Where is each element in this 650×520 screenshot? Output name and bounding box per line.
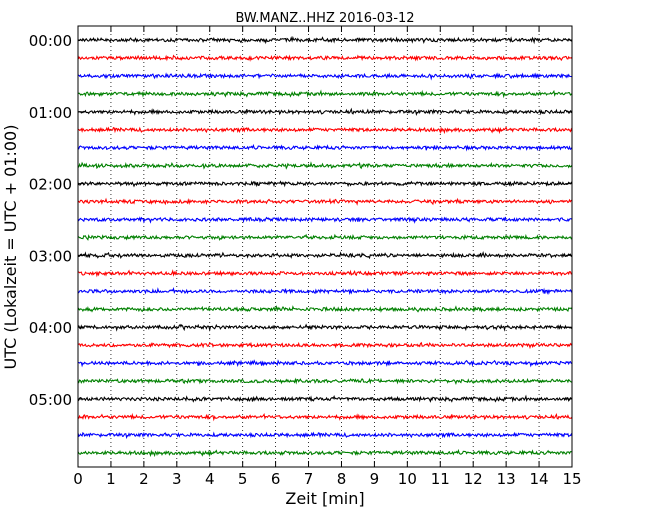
x-tick-labels: 0 1 2 3 4 5 6 7 8 9 10 11 12 13 14 15 [73, 470, 581, 488]
trace-0145 [77, 161, 573, 170]
x-tick-label: 8 [337, 470, 347, 488]
trace-0200 [77, 180, 573, 188]
x-tick-label: 7 [304, 470, 314, 488]
x-tick-label: 6 [271, 470, 281, 488]
trace-0430 [77, 359, 573, 368]
trace-0315 [77, 269, 573, 278]
traces [77, 35, 573, 458]
y-tick-labels: 00:00 01:00 02:00 03:00 04:00 05:00 [29, 32, 72, 409]
x-tick-label: 13 [497, 470, 516, 488]
trace-0245 [77, 233, 573, 241]
x-tick-label: 11 [431, 470, 450, 488]
trace-0300 [77, 251, 573, 260]
trace-0415 [77, 341, 573, 350]
x-tick-label: 15 [562, 470, 581, 488]
trace-0215 [77, 197, 573, 206]
y-tick-label: 02:00 [29, 176, 72, 194]
trace-0445 [77, 377, 573, 386]
y-axis-label: UTC (Lokalzeit = UTC + 01:00) [1, 125, 20, 370]
trace-0515 [77, 412, 573, 422]
chart-title: BW.MANZ..HHZ 2016-03-12 [235, 11, 415, 26]
trace-0400 [78, 323, 572, 332]
x-axis-label: Zeit [min] [285, 489, 364, 508]
trace-0545 [77, 448, 573, 458]
trace-0045 [77, 89, 573, 99]
y-tick-label: 03:00 [29, 247, 72, 265]
trace-0030 [77, 72, 573, 81]
x-tick-label: 10 [398, 470, 417, 488]
x-tick-label: 1 [106, 470, 116, 488]
y-tick-label: 00:00 [29, 32, 72, 50]
trace-0330 [77, 287, 573, 296]
trace-0500 [77, 394, 573, 403]
trace-0345 [77, 304, 573, 313]
plot-frame [77, 25, 573, 468]
grid-lines [110, 26, 540, 467]
y-tick-label: 05:00 [29, 391, 72, 409]
x-tick-label: 2 [139, 470, 149, 488]
y-tick-label: 04:00 [29, 319, 72, 337]
trace-0015 [77, 54, 573, 62]
x-tick-label: 5 [238, 470, 248, 488]
x-tick-label: 14 [530, 470, 549, 488]
x-tick-label: 0 [73, 470, 83, 488]
x-tick-label: 3 [172, 470, 182, 488]
y-tick-label: 01:00 [29, 104, 72, 122]
trace-0000 [77, 35, 573, 45]
trace-0130 [77, 143, 573, 152]
trace-0115 [77, 126, 573, 135]
trace-0230 [77, 216, 573, 224]
x-tick-label: 9 [370, 470, 380, 488]
trace-0100 [77, 107, 573, 117]
trace-0530 [77, 431, 573, 440]
x-tick-label: 4 [205, 470, 215, 488]
x-tick-label: 12 [464, 470, 483, 488]
axis-ticks [77, 26, 573, 467]
